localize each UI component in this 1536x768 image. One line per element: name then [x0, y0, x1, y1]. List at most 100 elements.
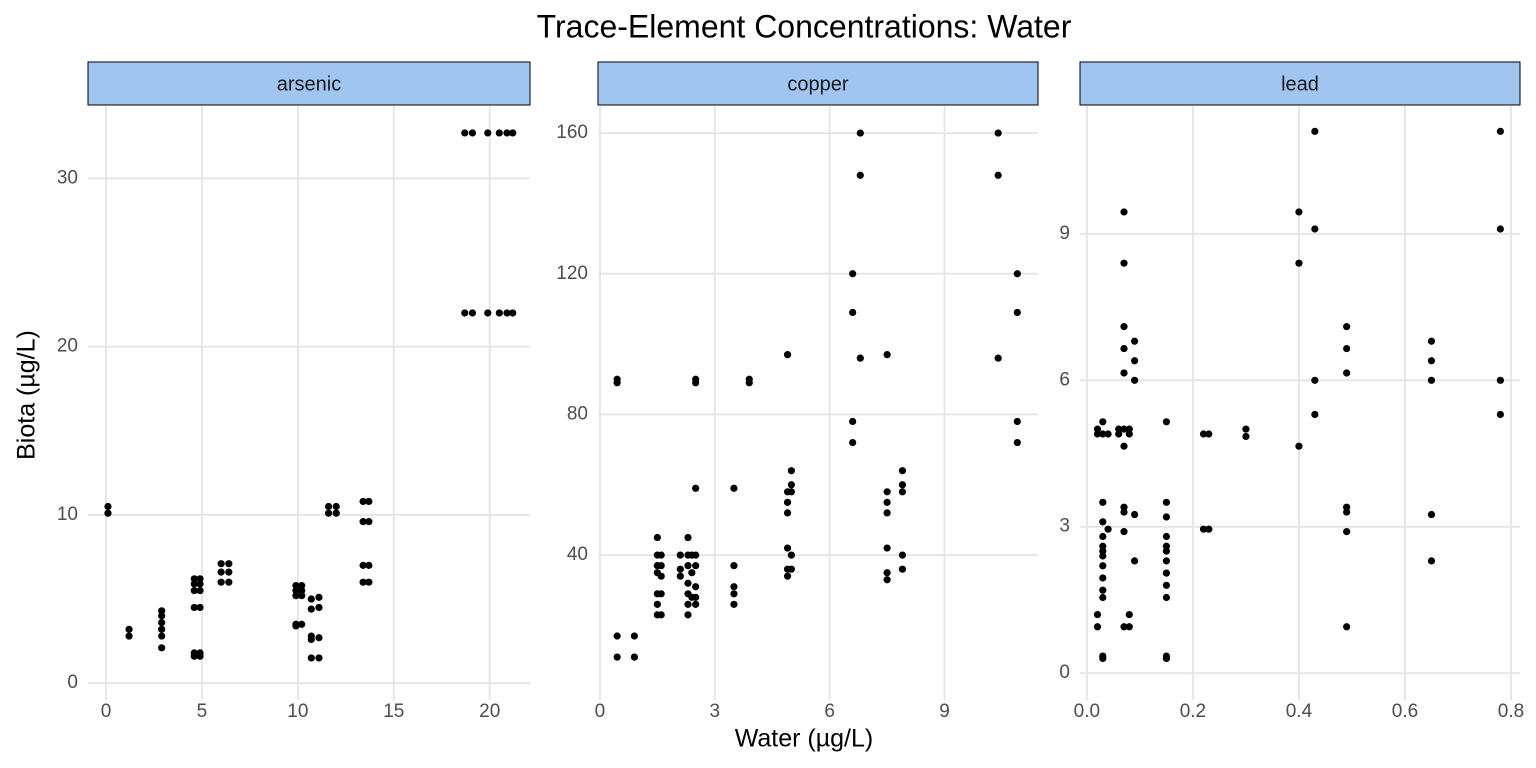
point — [783, 509, 792, 517]
point — [359, 561, 367, 569]
point — [217, 578, 225, 586]
point — [1115, 430, 1123, 438]
point — [1162, 418, 1171, 426]
point — [196, 580, 204, 588]
point — [730, 600, 738, 608]
point — [1099, 562, 1107, 570]
y-tick-label: 0 — [67, 672, 78, 693]
point — [298, 620, 306, 628]
point — [1120, 528, 1128, 536]
point — [1343, 344, 1351, 353]
point — [190, 587, 198, 595]
point — [745, 379, 753, 387]
point — [1311, 376, 1319, 384]
point — [630, 632, 638, 640]
point — [692, 484, 700, 492]
point — [461, 309, 469, 317]
point — [1099, 654, 1107, 663]
point — [692, 562, 700, 570]
point — [190, 652, 198, 660]
y-tick-label: 0 — [1059, 662, 1070, 683]
point — [688, 569, 696, 577]
point — [787, 551, 795, 559]
point — [1104, 430, 1112, 438]
point — [315, 603, 323, 612]
point — [883, 488, 891, 496]
point — [730, 562, 738, 570]
point — [158, 625, 166, 633]
point — [692, 379, 700, 387]
point — [125, 625, 133, 633]
x-tick-label: 20 — [479, 701, 500, 722]
point — [503, 309, 511, 317]
point — [1093, 623, 1102, 631]
y-tick-label: 9 — [1059, 223, 1070, 244]
point — [190, 603, 198, 612]
point — [104, 509, 112, 517]
point — [315, 654, 323, 662]
point — [1427, 557, 1436, 565]
point — [1162, 581, 1171, 589]
point — [1099, 593, 1107, 602]
y-tick-label: 10 — [57, 504, 78, 525]
chart-title: Trace-Element Concentrations: Water — [537, 8, 1072, 44]
point — [684, 562, 692, 570]
point — [883, 509, 891, 517]
point — [292, 592, 300, 600]
x-tick-label: 0.0 — [1074, 701, 1100, 722]
point — [613, 379, 621, 387]
x-tick-label: 3 — [710, 701, 721, 722]
point — [484, 129, 492, 137]
point — [1496, 376, 1504, 384]
point — [1099, 430, 1107, 438]
point — [217, 560, 225, 568]
point — [1120, 323, 1128, 331]
point — [849, 270, 857, 278]
point — [1295, 208, 1303, 216]
point — [1013, 308, 1021, 317]
point — [994, 354, 1002, 362]
point — [332, 502, 340, 511]
x-tick-label: 0 — [101, 701, 112, 722]
point — [1295, 442, 1303, 450]
point — [630, 653, 638, 661]
point — [1013, 270, 1021, 278]
strip — [1079, 61, 1521, 106]
point — [898, 551, 907, 559]
strip — [87, 61, 531, 106]
point — [1162, 654, 1171, 663]
point — [1343, 508, 1351, 516]
y-tick-label: 120 — [556, 263, 588, 284]
strip — [597, 61, 1039, 106]
point — [1311, 127, 1319, 135]
point — [684, 611, 692, 619]
point — [503, 129, 511, 137]
point — [298, 592, 306, 600]
point — [190, 580, 198, 588]
point — [495, 129, 503, 137]
point — [613, 632, 621, 640]
point — [1311, 225, 1319, 233]
point — [307, 654, 315, 662]
point — [1242, 432, 1250, 441]
point — [1099, 552, 1107, 560]
y-tick-label: 6 — [1059, 369, 1070, 390]
point — [676, 565, 684, 573]
point — [898, 467, 907, 475]
point — [783, 572, 792, 580]
point — [292, 587, 300, 595]
point — [1162, 593, 1171, 602]
point — [158, 632, 166, 640]
point — [1343, 369, 1351, 377]
point — [1131, 357, 1139, 365]
point — [1427, 510, 1436, 519]
x-tick-label: 5 — [197, 701, 208, 722]
point — [196, 587, 204, 595]
point — [359, 497, 367, 506]
point — [657, 611, 665, 619]
point — [468, 309, 477, 317]
point — [1099, 586, 1107, 594]
point — [1125, 623, 1133, 631]
y-tick-label: 40 — [567, 544, 588, 565]
point — [1242, 425, 1250, 433]
